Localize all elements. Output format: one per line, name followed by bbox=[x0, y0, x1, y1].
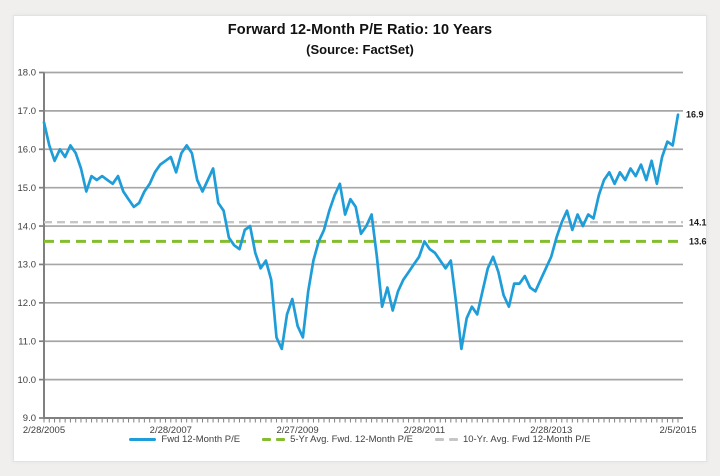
fwd-pe-line bbox=[42, 113, 680, 351]
y-tick-label: 10.0 bbox=[18, 375, 37, 386]
legend-item-5yr-avg: 5-Yr Avg. Fwd. 12-Month P/E bbox=[262, 434, 413, 445]
avg-value-label: 13.6 bbox=[689, 237, 707, 247]
pe-ratio-line-chart: 9.0 10.0 11.0 12.0 13.0 14.0 15.0 16.0 17.0 18.0 2… bbox=[18, 68, 707, 436]
gray-dash-swatch-icon bbox=[434, 438, 458, 441]
chart-legend: Fwd 12-Month P/E 5-Yr Avg. Fwd. 12-Month… bbox=[14, 434, 706, 445]
green-dash-swatch-icon bbox=[262, 438, 286, 441]
legend-label: 5-Yr Avg. Fwd. 12-Month P/E bbox=[290, 434, 413, 445]
avg-value-label: 14.1 bbox=[689, 217, 707, 227]
chart-title: Forward 12-Month P/E Ratio: 10 Years bbox=[227, 22, 493, 38]
y-tick-label: 12.0 bbox=[18, 298, 37, 309]
y-tick-label: 9.0 bbox=[23, 413, 36, 424]
x-tick-label: 2/28/2011 bbox=[404, 425, 446, 436]
y-tick-label: 18.0 bbox=[18, 68, 37, 79]
legend-item-fwd-pe: Fwd 12-Month P/E bbox=[129, 434, 240, 445]
x-tick-label: 2/28/2005 bbox=[23, 425, 65, 436]
y-tick-label: 14.0 bbox=[18, 221, 37, 232]
y-tick-label: 17.0 bbox=[18, 106, 37, 117]
y-tick-label: 16.0 bbox=[18, 144, 37, 155]
y-tick-label: 11.0 bbox=[18, 336, 36, 347]
x-tick-label: 2/28/2013 bbox=[530, 425, 572, 436]
legend-item-10yr-avg: 10-Yr. Avg. Fwd 12-Month P/E bbox=[434, 434, 591, 445]
x-tick-label: 2/28/2007 bbox=[150, 425, 192, 436]
x-tick-label: 2/5/2015 bbox=[660, 425, 697, 436]
chart-subtitle: (Source: FactSet) bbox=[306, 42, 414, 57]
blue-line-swatch-icon bbox=[129, 438, 157, 441]
legend-label: 10-Yr. Avg. Fwd 12-Month P/E bbox=[462, 434, 591, 445]
y-tick-label: 13.0 bbox=[18, 260, 37, 271]
legend-label: Fwd 12-Month P/E bbox=[161, 434, 241, 445]
end-value-label: 16.9 bbox=[686, 110, 704, 120]
chart-card: Forward 12-Month P/E Ratio: 10 Years (So… bbox=[13, 15, 707, 462]
x-tick-label: 2/27/2009 bbox=[276, 425, 318, 436]
y-tick-label: 15.0 bbox=[18, 183, 37, 194]
